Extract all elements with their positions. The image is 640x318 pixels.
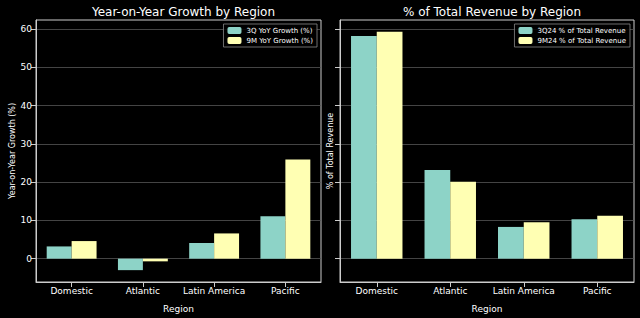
- svg-text:Year-on-Year Growth by Region: Year-on-Year Growth by Region: [91, 5, 275, 19]
- svg-text:9M YoY Growth (%): 9M YoY Growth (%): [246, 37, 313, 45]
- svg-text:20: 20: [21, 177, 33, 187]
- svg-text:60: 60: [21, 24, 33, 34]
- svg-text:Latin America: Latin America: [493, 286, 555, 296]
- svg-text:3Q24 % of Total Revenue: 3Q24 % of Total Revenue: [537, 27, 625, 35]
- svg-text:0: 0: [26, 254, 32, 264]
- svg-text:50: 50: [21, 62, 33, 72]
- svg-text:Pacific: Pacific: [271, 286, 300, 296]
- svg-text:Domestic: Domestic: [356, 286, 398, 296]
- svg-text:Year-on-Year Growth (%): Year-on-Year Growth (%): [8, 103, 17, 200]
- svg-text:10: 10: [21, 215, 33, 225]
- svg-text:40: 40: [21, 101, 33, 111]
- svg-text:Region: Region: [472, 304, 503, 314]
- svg-text:Atlantic: Atlantic: [126, 286, 160, 296]
- svg-text:% of Total Revenue: % of Total Revenue: [326, 113, 335, 190]
- svg-text:Atlantic: Atlantic: [433, 286, 467, 296]
- svg-text:% of Total Revenue by Region: % of Total Revenue by Region: [403, 5, 581, 19]
- svg-text:Pacific: Pacific: [583, 286, 612, 296]
- svg-text:Latin America: Latin America: [183, 286, 245, 296]
- svg-text:30: 30: [21, 139, 33, 149]
- svg-text:3Q YoY Growth (%): 3Q YoY Growth (%): [246, 27, 312, 35]
- svg-text:9M24 % of Total Revenue: 9M24 % of Total Revenue: [537, 37, 626, 45]
- svg-text:Domestic: Domestic: [50, 286, 92, 296]
- svg-text:Region: Region: [163, 304, 194, 314]
